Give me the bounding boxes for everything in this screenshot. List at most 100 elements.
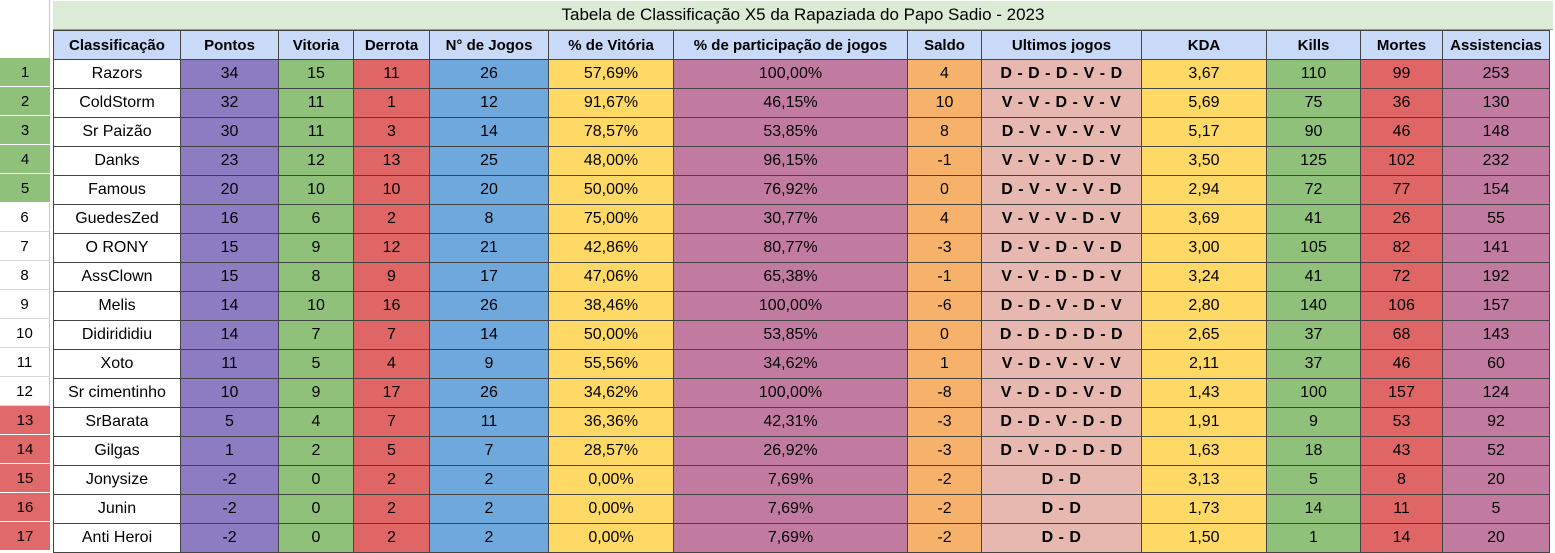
cell-losses: 10 <box>353 175 430 205</box>
cell-last-games: V - V - V - D - V <box>981 146 1142 176</box>
cell-win-pct: 0,00% <box>548 494 674 524</box>
cell-assists: 52 <box>1442 436 1550 466</box>
cell-balance: -2 <box>907 465 982 495</box>
cell-kda: 1,63 <box>1141 436 1267 466</box>
cell-balance: -3 <box>907 436 982 466</box>
header-wins: Vitoria <box>278 30 354 60</box>
cell-player-name: SrBarata <box>53 407 181 437</box>
cell-games: 25 <box>429 146 549 176</box>
cell-games: 20 <box>429 175 549 205</box>
cell-last-games: D - D <box>981 523 1142 553</box>
cell-points: 11 <box>180 349 279 379</box>
cell-kda: 1,91 <box>1141 407 1267 437</box>
cell-kills: 41 <box>1266 204 1361 234</box>
cell-balance: -1 <box>907 146 982 176</box>
cell-assists: 130 <box>1442 88 1550 118</box>
cell-balance: 10 <box>907 88 982 118</box>
cell-points: 34 <box>180 59 279 89</box>
header-player-name: Classificação <box>53 30 181 60</box>
cell-points: 30 <box>180 117 279 147</box>
cell-win-pct: 57,69% <box>548 59 674 89</box>
table-row: GuedesZed 16 6 2 8 75,00% 30,77% 4 V - V - V - D… <box>53 204 1550 234</box>
cell-losses: 11 <box>353 59 430 89</box>
cell-kda: 3,13 <box>1141 465 1267 495</box>
cell-win-pct: 78,57% <box>548 117 674 147</box>
cell-player-name: AssClown <box>53 262 181 292</box>
cell-points: 5 <box>180 407 279 437</box>
cell-deaths: 72 <box>1360 262 1443 292</box>
row-number: 1 <box>0 58 50 87</box>
cell-player-name: ColdStorm <box>53 88 181 118</box>
cell-kills: 9 <box>1266 407 1361 437</box>
cell-kda: 3,00 <box>1141 233 1267 263</box>
cell-games: 26 <box>429 59 549 89</box>
header-games: N° de Jogos <box>429 30 549 60</box>
cell-participation-pct: 53,85% <box>673 320 908 350</box>
table-row: Sr Paizão 30 11 3 14 78,57% 53,85% 8 D - V - V -… <box>53 117 1550 147</box>
row-number: 12 <box>0 377 50 406</box>
cell-last-games: D - D - V - D - V <box>981 291 1142 321</box>
cell-kills: 18 <box>1266 436 1361 466</box>
cell-kda: 5,17 <box>1141 117 1267 147</box>
cell-win-pct: 75,00% <box>548 204 674 234</box>
cell-kda: 3,69 <box>1141 204 1267 234</box>
cell-win-pct: 50,00% <box>548 320 674 350</box>
cell-wins: 6 <box>278 204 354 234</box>
row-number: 2 <box>0 87 50 116</box>
cell-deaths: 14 <box>1360 523 1443 553</box>
cell-losses: 13 <box>353 146 430 176</box>
cell-losses: 17 <box>353 378 430 408</box>
cell-balance: -2 <box>907 523 982 553</box>
table-row: Melis 14 10 16 26 38,46% 100,00% -6 D - D - V - … <box>53 291 1550 321</box>
cell-win-pct: 0,00% <box>548 465 674 495</box>
row-number: 8 <box>0 261 50 290</box>
cell-deaths: 46 <box>1360 117 1443 147</box>
row-number: 13 <box>0 406 50 435</box>
cell-participation-pct: 76,92% <box>673 175 908 205</box>
cell-points: 23 <box>180 146 279 176</box>
cell-kda: 2,11 <box>1141 349 1267 379</box>
table-row: Danks 23 12 13 25 48,00% 96,15% -1 V - V - V - D… <box>53 146 1550 176</box>
cell-wins: 11 <box>278 117 354 147</box>
cell-player-name: Melis <box>53 291 181 321</box>
cell-losses: 2 <box>353 523 430 553</box>
cell-balance: -3 <box>907 407 982 437</box>
cell-losses: 3 <box>353 117 430 147</box>
cell-player-name: Junin <box>53 494 181 524</box>
cell-games: 21 <box>429 233 549 263</box>
row-number: 14 <box>0 435 50 464</box>
cell-assists: 154 <box>1442 175 1550 205</box>
cell-losses: 16 <box>353 291 430 321</box>
cell-last-games: V - D - V - V - V <box>981 349 1142 379</box>
cell-balance: -2 <box>907 494 982 524</box>
cell-assists: 20 <box>1442 465 1550 495</box>
header-losses: Derrota <box>353 30 430 60</box>
cell-wins: 5 <box>278 349 354 379</box>
cell-wins: 4 <box>278 407 354 437</box>
cell-deaths: 102 <box>1360 146 1443 176</box>
cell-games: 17 <box>429 262 549 292</box>
row-number: 7 <box>0 232 50 261</box>
cell-last-games: V - D - D - V - D <box>981 378 1142 408</box>
cell-kills: 1 <box>1266 523 1361 553</box>
cell-kills: 75 <box>1266 88 1361 118</box>
cell-points: 1 <box>180 436 279 466</box>
cell-balance: 4 <box>907 59 982 89</box>
table-row: SrBarata 5 4 7 11 36,36% 42,31% -3 D - D - V - D… <box>53 407 1550 437</box>
table-row: O RONY 15 9 12 21 42,86% 80,77% -3 D - V - D - V… <box>53 233 1550 263</box>
header-participation-pct: % de participação de jogos <box>673 30 908 60</box>
row-number: 17 <box>0 522 50 551</box>
header-last-games: Ultimos jogos <box>981 30 1142 60</box>
cell-kills: 105 <box>1266 233 1361 263</box>
header-balance: Saldo <box>907 30 982 60</box>
cell-assists: 253 <box>1442 59 1550 89</box>
cell-player-name: Didirididiu <box>53 320 181 350</box>
cell-games: 2 <box>429 523 549 553</box>
cell-kda: 1,43 <box>1141 378 1267 408</box>
row-number-column: 1 2 3 4 5 6 7 8 9 10 11 12 13 14 15 16 17 <box>0 0 50 551</box>
header-row: Classificação Pontos Vitoria Derrota N° de J… <box>53 30 1550 60</box>
cell-deaths: 46 <box>1360 349 1443 379</box>
table-row: Jonysize -2 0 2 2 0,00% 7,69% -2 D - D 3,13 5 8 20 <box>53 465 1550 495</box>
cell-points: 14 <box>180 320 279 350</box>
